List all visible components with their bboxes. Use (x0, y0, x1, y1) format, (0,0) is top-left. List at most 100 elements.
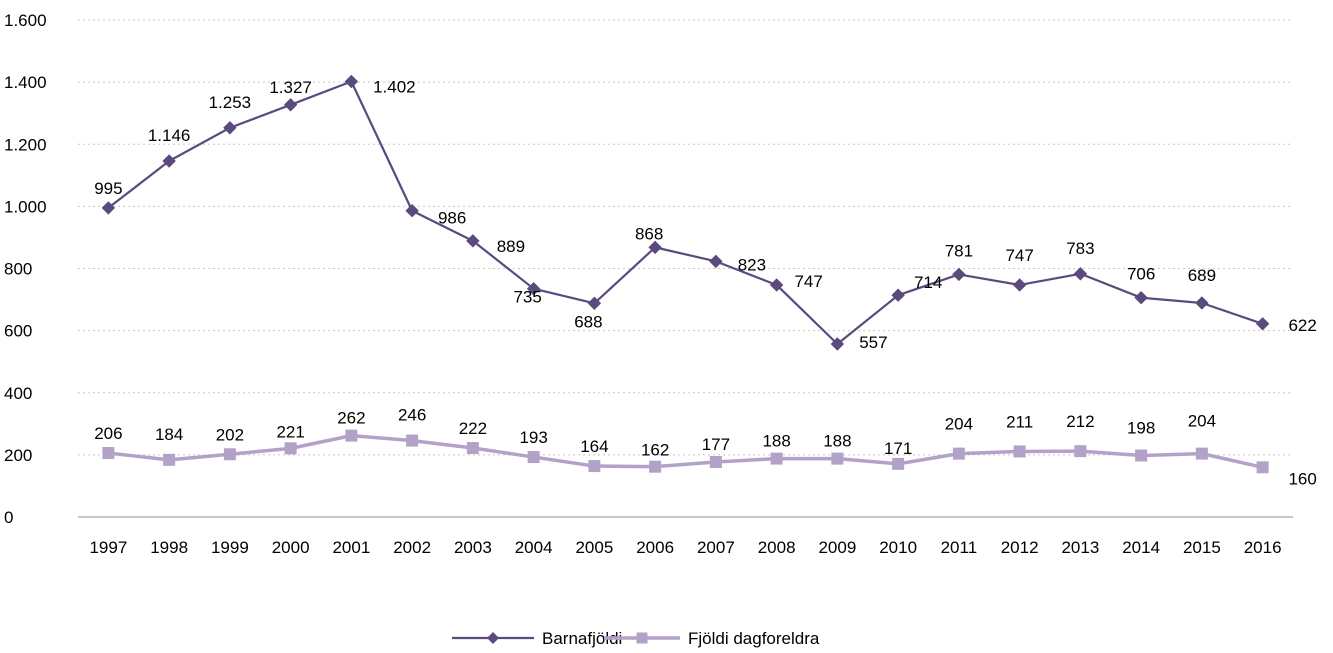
x-tick-label: 2009 (818, 538, 856, 557)
legend: Barnafjöldi Fjöldi dagforeldra (452, 629, 820, 648)
data-label-fjoldi-dagforeldra: 222 (459, 419, 487, 438)
x-tick-label: 1997 (89, 538, 127, 557)
data-point-barnafjoldi (1255, 317, 1270, 331)
data-label-barnafjoldi: 1.253 (209, 93, 252, 112)
data-point-barnafjoldi (1073, 267, 1088, 281)
x-tick-label: 2000 (272, 538, 310, 557)
data-point-barnafjoldi (830, 337, 845, 351)
data-label-fjoldi-dagforeldra: 188 (762, 432, 790, 451)
x-tick-label: 2005 (575, 538, 613, 557)
data-label-fjoldi-dagforeldra: 164 (580, 437, 608, 456)
data-point-barnafjoldi (466, 234, 480, 248)
x-tick-label: 2016 (1244, 538, 1282, 557)
y-tick-label: 1.000 (4, 197, 47, 216)
y-tick-label: 800 (4, 260, 32, 279)
data-point-fjoldi-dagforeldra (406, 434, 419, 447)
data-point-barnafjoldi (891, 288, 905, 302)
axes: 0 200 400 600 800 1.000 1.200 1.400 1.600 1997 199… (4, 11, 1293, 557)
x-tick-label: 2001 (332, 538, 370, 557)
data-label-barnafjoldi: 1.146 (148, 126, 191, 145)
y-tick-label: 400 (4, 384, 32, 403)
series-line-barnafjoldi (107, 80, 1263, 346)
data-label-barnafjoldi: 689 (1188, 266, 1216, 285)
x-tick-label: 2011 (941, 538, 978, 557)
data-point-fjoldi-dagforeldra (1135, 449, 1148, 462)
legend-marker-fjoldi-dagforeldra (636, 632, 648, 644)
data-point-fjoldi-dagforeldra (952, 447, 965, 460)
data-point-barnafjoldi (952, 267, 966, 282)
legend-marker-barnafjoldi (487, 632, 499, 644)
y-tick-label: 1.400 (4, 73, 47, 92)
x-tick-label: 2003 (454, 538, 492, 557)
x-tick-label: 2010 (879, 538, 917, 557)
data-point-fjoldi-dagforeldra (892, 457, 905, 470)
data-point-barnafjoldi (283, 98, 298, 112)
data-point-fjoldi-dagforeldra (284, 442, 297, 455)
series-line-fjoldi-dagforeldra (108, 433, 1264, 470)
data-label-fjoldi-dagforeldra: 184 (155, 425, 183, 444)
data-label-fjoldi-dagforeldra: 206 (94, 424, 122, 443)
data-label-barnafjoldi: 688 (574, 312, 602, 331)
x-tick-label: 2002 (393, 538, 431, 557)
x-tick-label: 2004 (515, 538, 553, 557)
legend-label-barnafjoldi: Barnafjöldi (542, 629, 622, 648)
data-label-barnafjoldi: 1.327 (269, 78, 312, 97)
data-label-barnafjoldi: 868 (635, 224, 663, 243)
data-point-fjoldi-dagforeldra (1074, 445, 1087, 458)
data-point-fjoldi-dagforeldra (770, 452, 783, 465)
data-point-fjoldi-dagforeldra (649, 460, 662, 473)
data-point-barnafjoldi (344, 74, 359, 89)
series-lines (101, 74, 1270, 474)
data-point-fjoldi-dagforeldra (223, 448, 236, 461)
data-point-barnafjoldi (526, 281, 541, 296)
data-label-barnafjoldi: 747 (794, 272, 822, 291)
x-tick-label: 1999 (211, 538, 249, 557)
data-label-barnafjoldi: 622 (1288, 316, 1316, 335)
data-label-barnafjoldi: 783 (1066, 239, 1094, 258)
x-tick-label: 2007 (697, 538, 735, 557)
data-point-barnafjoldi (1134, 290, 1148, 305)
data-point-fjoldi-dagforeldra (163, 453, 176, 466)
data-point-barnafjoldi (587, 296, 602, 310)
data-label-barnafjoldi: 823 (738, 255, 766, 274)
x-tick-label: 2013 (1061, 538, 1099, 557)
x-tick-label: 2014 (1122, 538, 1160, 557)
data-point-barnafjoldi (1012, 278, 1027, 292)
data-label-barnafjoldi: 557 (859, 333, 887, 352)
data-label-fjoldi-dagforeldra: 193 (519, 428, 547, 447)
data-label-barnafjoldi: 714 (914, 273, 942, 292)
data-label-barnafjoldi: 1.402 (373, 78, 416, 97)
data-label-barnafjoldi: 735 (513, 288, 541, 307)
data-label-barnafjoldi: 986 (438, 209, 466, 228)
data-label-barnafjoldi: 995 (94, 179, 122, 198)
x-tick-label: 2012 (1001, 538, 1039, 557)
x-tick-label: 2008 (758, 538, 796, 557)
data-label-fjoldi-dagforeldra: 160 (1288, 469, 1316, 488)
data-point-barnafjoldi (101, 201, 116, 215)
data-label-fjoldi-dagforeldra: 177 (702, 435, 730, 454)
legend-label-fjoldi-dagforeldra: Fjöldi dagforeldra (688, 629, 820, 648)
data-label-barnafjoldi: 747 (1005, 246, 1033, 265)
data-point-fjoldi-dagforeldra (1256, 461, 1269, 474)
data-point-barnafjoldi (1195, 296, 1209, 310)
gridlines (78, 19, 1293, 456)
y-tick-label: 0 (4, 508, 13, 527)
data-label-fjoldi-dagforeldra: 221 (276, 422, 304, 441)
data-label-fjoldi-dagforeldra: 188 (823, 432, 851, 451)
data-label-fjoldi-dagforeldra: 204 (1188, 412, 1216, 431)
data-label-fjoldi-dagforeldra: 202 (216, 425, 244, 444)
data-point-fjoldi-dagforeldra (709, 456, 722, 469)
data-label-fjoldi-dagforeldra: 204 (945, 415, 973, 434)
y-tick-label: 200 (4, 446, 32, 465)
data-label-fjoldi-dagforeldra: 212 (1066, 412, 1094, 431)
data-point-fjoldi-dagforeldra (588, 460, 601, 473)
data-point-fjoldi-dagforeldra (466, 442, 479, 455)
data-label-barnafjoldi: 781 (945, 241, 973, 260)
x-tick-label: 1998 (150, 538, 188, 557)
data-label-barnafjoldi: 889 (497, 237, 525, 256)
data-point-fjoldi-dagforeldra (345, 429, 358, 442)
data-label-fjoldi-dagforeldra: 262 (337, 409, 365, 428)
data-label-fjoldi-dagforeldra: 198 (1127, 418, 1155, 437)
